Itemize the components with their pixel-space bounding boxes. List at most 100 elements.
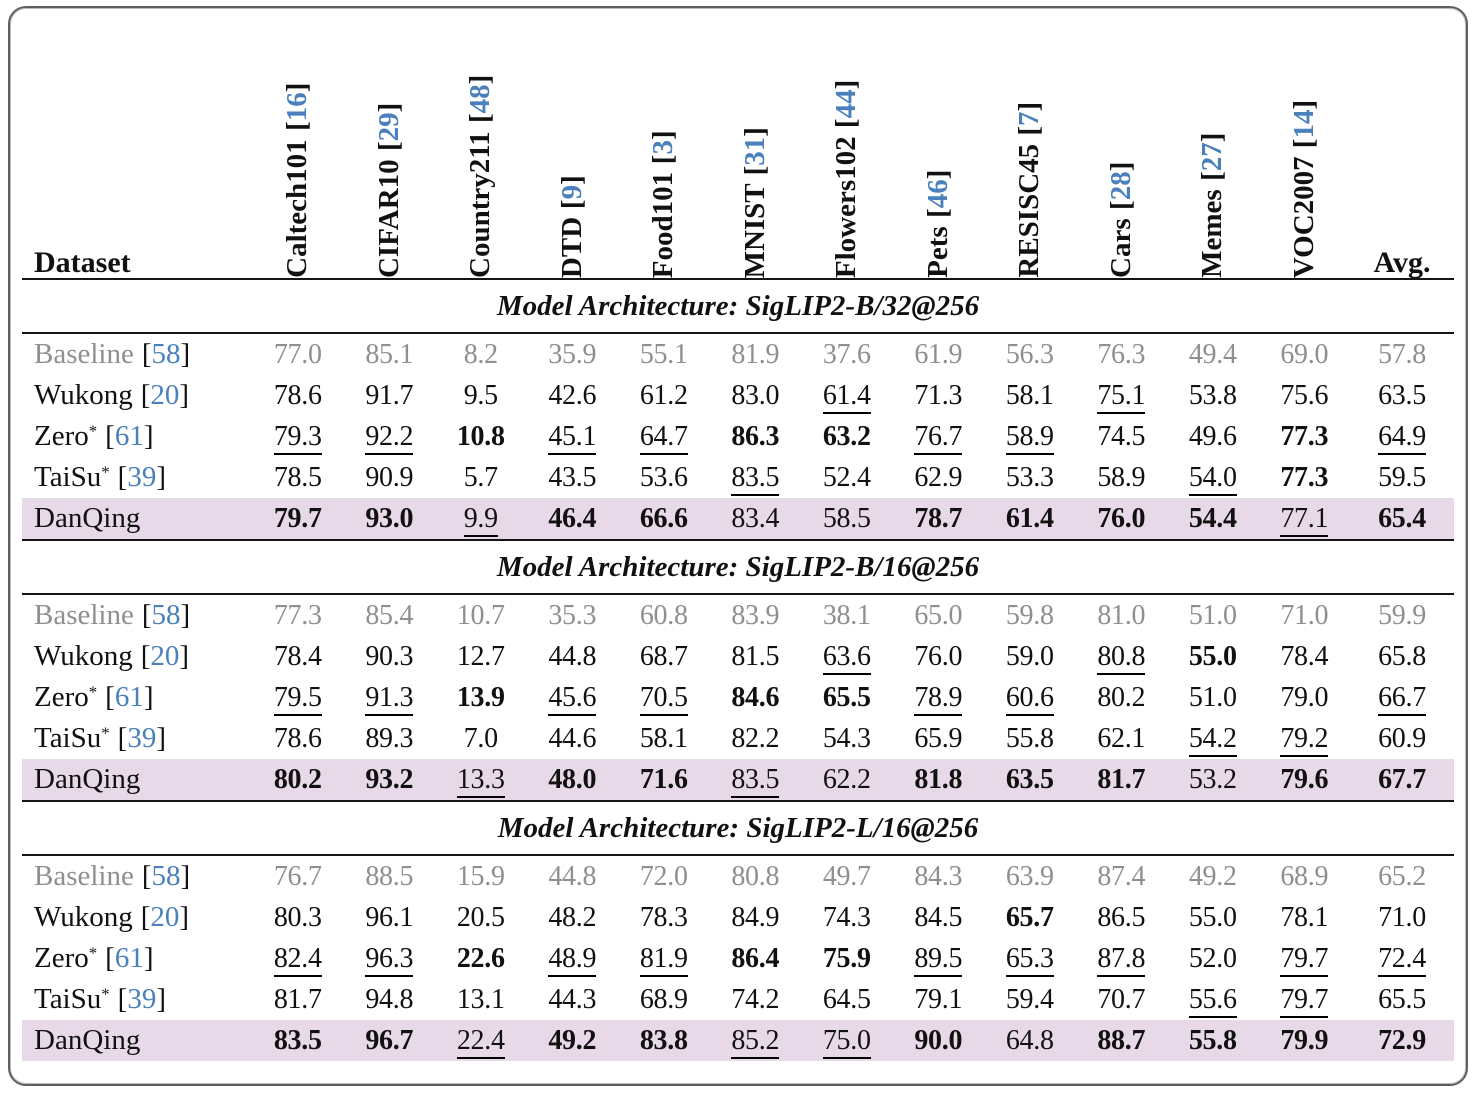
metric-value: 80.8 bbox=[731, 860, 780, 892]
metric-value: 81.7 bbox=[1097, 763, 1146, 795]
metric-value: 51.0 bbox=[1188, 599, 1237, 631]
metric-cell: 83.9 bbox=[710, 600, 802, 632]
metric-value: 85.4 bbox=[365, 599, 414, 631]
metric-cell: 81.5 bbox=[710, 641, 802, 673]
method-name: Baseline bbox=[34, 860, 134, 892]
metric-value: 63.6 bbox=[822, 640, 871, 675]
metric-value: 44.8 bbox=[548, 640, 597, 672]
metric-cell: 72.9 bbox=[1350, 1025, 1454, 1057]
metric-cell: 42.6 bbox=[527, 380, 619, 412]
metric-cell: 74.2 bbox=[710, 984, 802, 1016]
metric-value: 75.1 bbox=[1097, 379, 1145, 414]
metric-cell: 91.3 bbox=[344, 681, 436, 716]
bracket-open: [ bbox=[464, 113, 497, 124]
metric-cell: 65.7 bbox=[984, 902, 1076, 934]
bracket-close: ] bbox=[281, 83, 314, 93]
metric-cell: 53.6 bbox=[618, 462, 710, 494]
metric-cell: 51.0 bbox=[1167, 682, 1259, 714]
table-row-zero: Zero* [61] 82.4 96.3 22.6 48.9 81.9 86.4 75.9 89.… bbox=[22, 938, 1454, 979]
metric-cell: 77.1 bbox=[1259, 502, 1351, 537]
metric-value: 92.2 bbox=[365, 420, 413, 455]
metric-cell: 81.7 bbox=[252, 984, 344, 1016]
metric-value: 71.6 bbox=[639, 763, 688, 795]
row-label-cell: Baseline [58] bbox=[22, 599, 252, 632]
bracket-open: [ bbox=[1287, 138, 1320, 149]
metric-value: 80.8 bbox=[1097, 640, 1145, 675]
metric-value: 62.9 bbox=[914, 461, 963, 493]
metric-cell: 81.7 bbox=[1076, 764, 1168, 796]
metric-value: 83.5 bbox=[273, 1024, 322, 1056]
bracket-open: [ bbox=[140, 640, 151, 672]
metric-cell: 94.8 bbox=[344, 984, 436, 1016]
metric-value: 86.4 bbox=[731, 942, 780, 974]
metric-value: 57.8 bbox=[1378, 338, 1426, 370]
metric-value: 46.4 bbox=[548, 502, 597, 534]
metric-cell: 55.8 bbox=[984, 723, 1076, 755]
column-header-caltech101: Caltech101 [16] bbox=[252, 18, 344, 278]
row-label: Zero* [61] bbox=[34, 942, 154, 974]
metric-cell: 80.3 bbox=[252, 902, 344, 934]
table-row-baseline: Baseline [58] 77.3 85.4 10.7 35.3 60.8 83.9 38.1… bbox=[22, 595, 1454, 636]
citation: [48] bbox=[464, 75, 496, 123]
metric-cell: 49.2 bbox=[527, 1025, 619, 1057]
metric-value: 62.1 bbox=[1097, 722, 1146, 754]
metric-value: 65.0 bbox=[914, 599, 963, 631]
citation: [39] bbox=[118, 722, 166, 754]
bracket-open: [ bbox=[1104, 200, 1137, 211]
metric-value: 72.9 bbox=[1378, 1024, 1426, 1056]
metric-value: 61.9 bbox=[914, 338, 963, 370]
metric-value: 13.1 bbox=[456, 983, 505, 1015]
metric-value: 9.9 bbox=[463, 502, 498, 537]
table-row-baseline: Baseline [58] 76.7 88.5 15.9 44.8 72.0 80.8 49.7… bbox=[22, 856, 1454, 897]
metric-value: 58.5 bbox=[822, 502, 871, 534]
metric-cell: 44.6 bbox=[527, 723, 619, 755]
metric-cell: 81.0 bbox=[1076, 600, 1168, 632]
metric-value: 90.9 bbox=[365, 461, 414, 493]
metric-value: 63.2 bbox=[822, 420, 871, 452]
metric-value: 53.2 bbox=[1188, 763, 1237, 795]
section-title: Model Architecture: SigLIP2-L/16@256 bbox=[497, 811, 979, 844]
metric-cell: 60.9 bbox=[1350, 723, 1454, 755]
metric-value: 74.3 bbox=[822, 901, 871, 933]
metric-value: 5.7 bbox=[463, 461, 498, 493]
metric-value: 74.2 bbox=[731, 983, 780, 1015]
metric-cell: 83.0 bbox=[710, 380, 802, 412]
metric-value: 83.4 bbox=[731, 502, 780, 534]
citation: [44] bbox=[830, 80, 862, 128]
metric-cell: 78.1 bbox=[1259, 902, 1351, 934]
column-header-label: Memes [27] bbox=[1196, 133, 1228, 278]
metric-cell: 75.6 bbox=[1259, 380, 1351, 412]
bracket-open: [ bbox=[141, 599, 152, 631]
bracket-close: ] bbox=[179, 901, 190, 933]
citation: [31] bbox=[739, 127, 771, 175]
bracket-close: ] bbox=[143, 681, 154, 713]
metric-cell: 35.3 bbox=[527, 600, 619, 632]
metric-value: 77.3 bbox=[1280, 420, 1329, 452]
metric-value: 81.0 bbox=[1097, 599, 1146, 631]
column-header-cars: Cars [28] bbox=[1076, 18, 1168, 278]
metric-value: 20.5 bbox=[456, 901, 505, 933]
metric-cell: 63.9 bbox=[984, 861, 1076, 893]
bracket-close: ] bbox=[830, 79, 863, 90]
metric-cell: 85.1 bbox=[344, 339, 436, 371]
metric-value: 79.6 bbox=[1280, 763, 1329, 795]
metric-cell: 65.5 bbox=[1350, 984, 1454, 1016]
metric-value: 89.3 bbox=[365, 722, 414, 754]
column-header-voc2007: VOC2007 [14] bbox=[1259, 18, 1351, 278]
metric-cell: 85.2 bbox=[710, 1024, 802, 1059]
metric-value: 55.6 bbox=[1188, 983, 1237, 1018]
citation: [29] bbox=[373, 103, 405, 151]
row-label: DanQing bbox=[34, 502, 140, 534]
metric-value: 78.1 bbox=[1280, 901, 1329, 933]
column-name: Caltech101 bbox=[281, 139, 314, 278]
metric-cell: 64.7 bbox=[618, 420, 710, 455]
bracket-close: ] bbox=[555, 174, 588, 185]
metric-cell: 49.4 bbox=[1167, 339, 1259, 371]
table-row-zero: Zero* [61] 79.3 92.2 10.8 45.1 64.7 86.3 63.2 76.… bbox=[22, 416, 1454, 457]
metric-value: 78.3 bbox=[639, 901, 688, 933]
metric-cell: 78.3 bbox=[618, 902, 710, 934]
bracket-open: [ bbox=[105, 942, 115, 974]
bracket-close: ] bbox=[1287, 99, 1320, 110]
metric-value: 91.7 bbox=[365, 379, 414, 411]
horizontal-rule bbox=[22, 593, 1454, 595]
